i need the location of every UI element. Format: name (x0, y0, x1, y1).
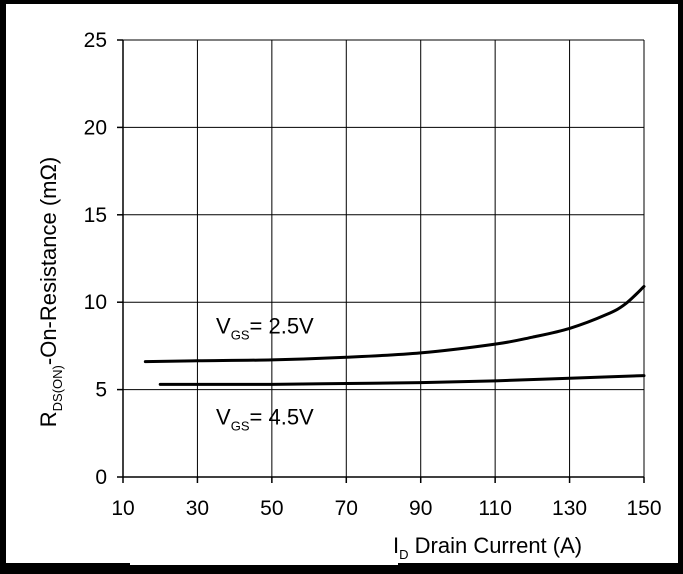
y-tick-label-5: 5 (95, 379, 107, 402)
x-axis-label: ID Drain Current (A) (393, 533, 582, 562)
x-tick-label-130: 130 (552, 497, 587, 520)
annotation-1-prefix: V (216, 314, 231, 339)
x-axis-label-rest: Drain Current (A) (409, 533, 583, 558)
x-tick-label-90: 90 (409, 497, 432, 520)
y-tick-label-0: 0 (95, 466, 107, 489)
annotation-2-prefix: V (216, 405, 231, 430)
grid (123, 39, 645, 477)
annotation-2-sub: GS (231, 419, 250, 434)
x-tick-label-50: 50 (260, 497, 283, 520)
y-axis-label-rest: -On-Resistance (mΩ) (36, 157, 61, 365)
bottom-bar-left (0, 563, 130, 569)
annotation-1-text: = 2.5V (250, 314, 315, 339)
tick-labels: 0 5 10 15 20 25 10 30 50 70 90 110 130 150 (84, 29, 662, 520)
series-line-2 (158, 374, 646, 386)
y-axis-label-main: R (36, 411, 61, 427)
x-tick-label-110: 110 (478, 497, 511, 520)
y-tick-label-15: 15 (84, 204, 107, 227)
y-tick-label-25: 25 (84, 29, 107, 52)
x-tick-label-150: 150 (626, 497, 661, 520)
y-axis-label-sub: DS(ON) (50, 365, 65, 411)
axes (117, 39, 645, 483)
annotation-2: VGS= 4.5V (216, 405, 314, 434)
annotation-1: VGS= 2.5V (216, 314, 314, 343)
x-tick-label-10: 10 (111, 497, 134, 520)
x-axis-label-sub: D (399, 547, 408, 562)
x-tick-label-70: 70 (335, 497, 358, 520)
series-line-1 (143, 284, 646, 364)
bottom-bar-right (398, 563, 683, 569)
y-axis-label: RDS(ON)-On-Resistance (mΩ) (36, 157, 65, 427)
y-tick-label-20: 20 (84, 116, 107, 139)
x-axis-label-main: I (393, 533, 399, 558)
series-lines (143, 284, 646, 386)
y-tick-label-10: 10 (84, 291, 107, 314)
annotation-1-sub: GS (231, 328, 250, 343)
annotation-2-text: = 4.5V (250, 405, 315, 430)
chart-background (6, 4, 678, 565)
x-tick-label-30: 30 (186, 497, 209, 520)
